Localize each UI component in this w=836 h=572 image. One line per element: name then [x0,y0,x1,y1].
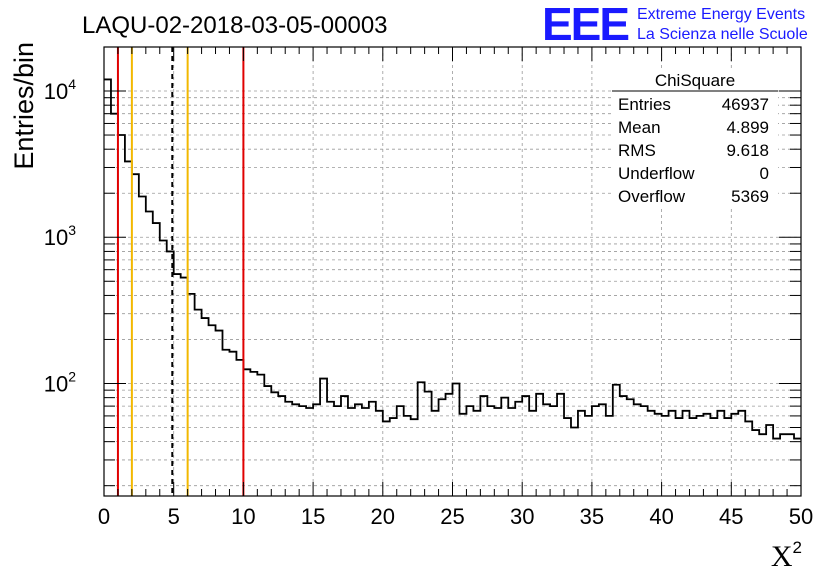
x-tick-label: 25 [440,504,464,529]
reference-lines [116,47,245,496]
stats-row-value: 46937 [722,95,769,114]
y-tick-label: 104 [44,76,76,104]
stats-row-label: Entries [618,95,671,114]
x-tick-label: 15 [301,504,325,529]
grid [104,46,801,496]
x-axis-label-exp: 2 [793,538,802,557]
logo-mark: EEE [542,0,628,50]
x-axis-label-base: X [771,540,793,572]
logo-line-1: Extreme Energy Events [637,6,805,23]
x-tick-label: 40 [649,504,673,529]
histogram-line [104,78,801,440]
x-axis-label: X2 [771,538,802,572]
histogram-series [104,78,801,440]
x-tick-label: 30 [510,504,534,529]
y-axis-label: Entries/bin [9,42,39,170]
stats-row-label: Mean [618,118,661,137]
stats-box: ChiSquare Entries 46937 Mean 4.899 RMS 9.618 U… [612,68,778,208]
x-tick-label: 5 [168,504,180,529]
stats-row-value: 9.618 [726,141,769,160]
x-tick-label: 0 [98,504,110,529]
stats-row-label: RMS [618,141,656,160]
logo-line-2: La Scienza nelle Scuole [637,26,808,43]
x-tick-label: 35 [580,504,604,529]
stats-row-value: 4.899 [726,118,769,137]
y-tick-label: 103 [44,222,76,250]
stats-title: ChiSquare [655,71,735,90]
stats-row-value: 0 [760,164,769,183]
stats-row-label: Underflow [618,164,695,183]
y-tick-label: 102 [44,368,76,396]
x-tick-label: 20 [371,504,395,529]
axis-ticks [103,46,802,496]
tick-labels: 0 5 10 15 20 25 30 35 40 45 50 102 103 104 [44,76,814,529]
eee-logo: EEE Extreme Energy Events La Scienza nel… [542,0,808,50]
x-tick-label: 50 [789,504,813,529]
chart-title: LAQU-02-2018-03-05-00003 [82,12,388,39]
stats-row-value: 5369 [731,187,769,206]
x-tick-label: 45 [719,504,743,529]
x-tick-label: 10 [231,504,255,529]
stats-row-label: Overflow [618,187,686,206]
